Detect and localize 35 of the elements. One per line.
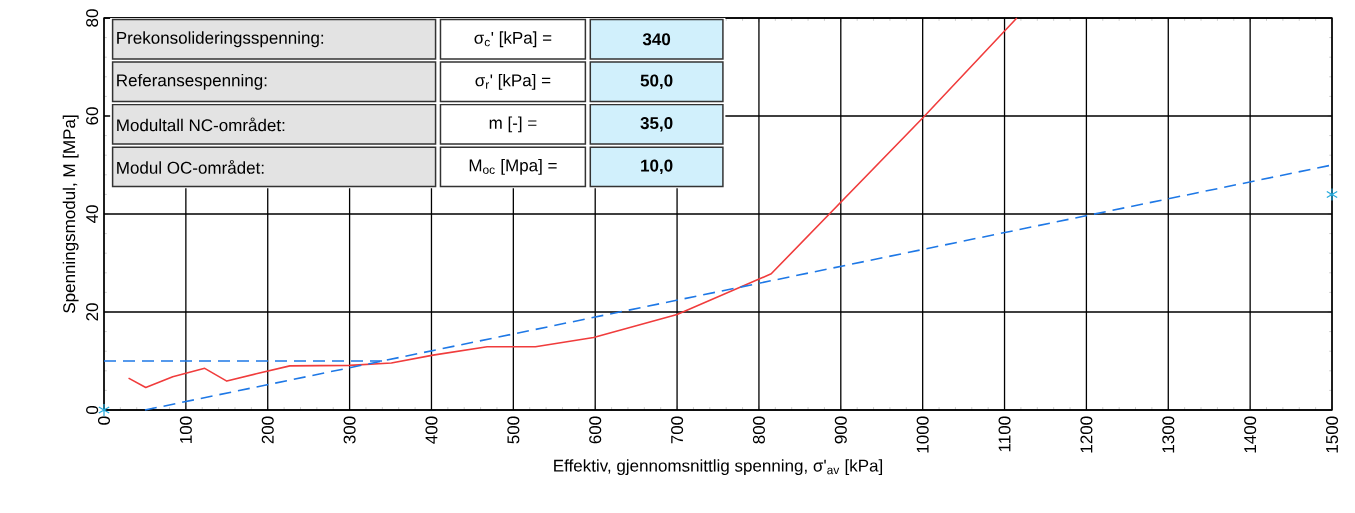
y-axis-title: Spenningsmodul, M [MPa]: [62, 115, 79, 313]
annotation: Modultall NC-området:: [117, 117, 285, 132]
x-tick-label: 1100: [998, 416, 1011, 452]
x-tick-label: 1400: [1244, 416, 1257, 453]
x-tick-label: 500: [507, 416, 520, 444]
x-tick-label: 1000: [916, 416, 929, 453]
annotation: 50,0: [640, 74, 673, 90]
x-tick-label: 900: [834, 416, 847, 444]
x-tick-label: 100: [179, 416, 192, 443]
annotation: Prekonsolideringsspenning:: [117, 31, 324, 48]
x-tick-label: 700: [671, 416, 684, 444]
x-tick-label: 800: [752, 416, 765, 444]
x-tick-label: 1500: [1325, 416, 1339, 453]
annotation: σ$_{r}$' [kPa] =: [475, 73, 551, 90]
annotation: m [-] =: [489, 116, 537, 133]
annotation: M$_{oc}$ [Mpa] =: [469, 158, 557, 175]
x-tick-label: 0: [97, 416, 111, 425]
x-tick-label: 400: [425, 416, 438, 444]
x-axis-title: Effektiv, gjennomsnittlig spenning, σ'$_{av}$ [kPa]: [554, 459, 883, 476]
annotation: σ$_{c}$' [kPa] =: [474, 31, 552, 48]
y-tick-label: 60: [86, 107, 99, 125]
annotation: 340: [642, 33, 671, 46]
x-tick-label: 300: [343, 416, 356, 444]
y-tick-label: 80: [86, 9, 99, 27]
x-tick-label: 1200: [1080, 416, 1093, 453]
x-tick-label: 600: [589, 416, 602, 444]
x-tick-label: 200: [261, 416, 274, 444]
annotation: Referansespenning:: [117, 73, 267, 90]
x-tick-label: 1300: [1162, 416, 1175, 453]
annotation: 10,0: [641, 159, 673, 175]
y-tick-label: 0: [86, 405, 99, 415]
annotation: 35,0: [640, 117, 673, 132]
y-tick-label: 40: [86, 205, 99, 224]
y-tick-label: 20: [86, 303, 99, 321]
annotation: Modul OC-området:: [117, 159, 264, 174]
